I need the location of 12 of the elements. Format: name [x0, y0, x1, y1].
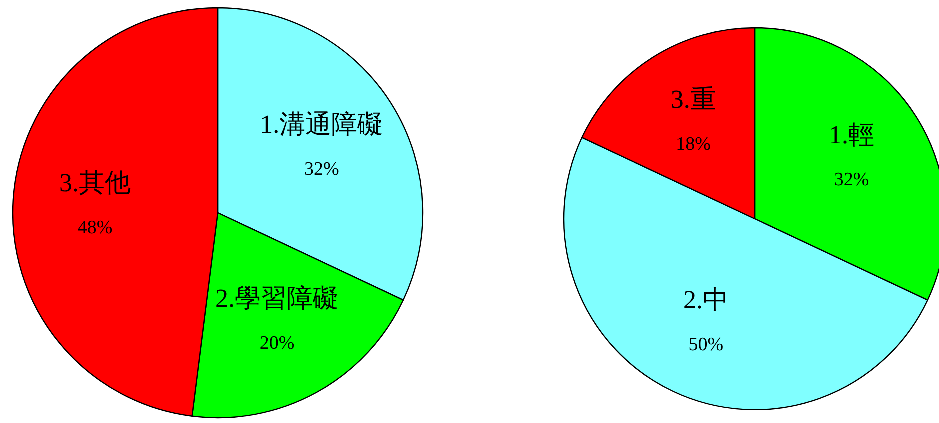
slice-label: 1.溝通障礙 — [260, 110, 384, 140]
data-label: 32% — [304, 159, 340, 180]
data-label: 50% — [688, 334, 724, 356]
data-label: 18% — [676, 134, 712, 156]
data-label: 48% — [78, 217, 113, 238]
data-label: 20% — [260, 332, 295, 354]
slice-label: 2.中 — [683, 286, 729, 315]
slice-label: 3.重 — [670, 85, 716, 114]
slice-label: 2.學習障礙 — [216, 284, 340, 313]
slice-label: 1.輕 — [829, 120, 875, 150]
data-label: 32% — [834, 170, 870, 191]
slice-label: 3.其他 — [59, 168, 131, 198]
